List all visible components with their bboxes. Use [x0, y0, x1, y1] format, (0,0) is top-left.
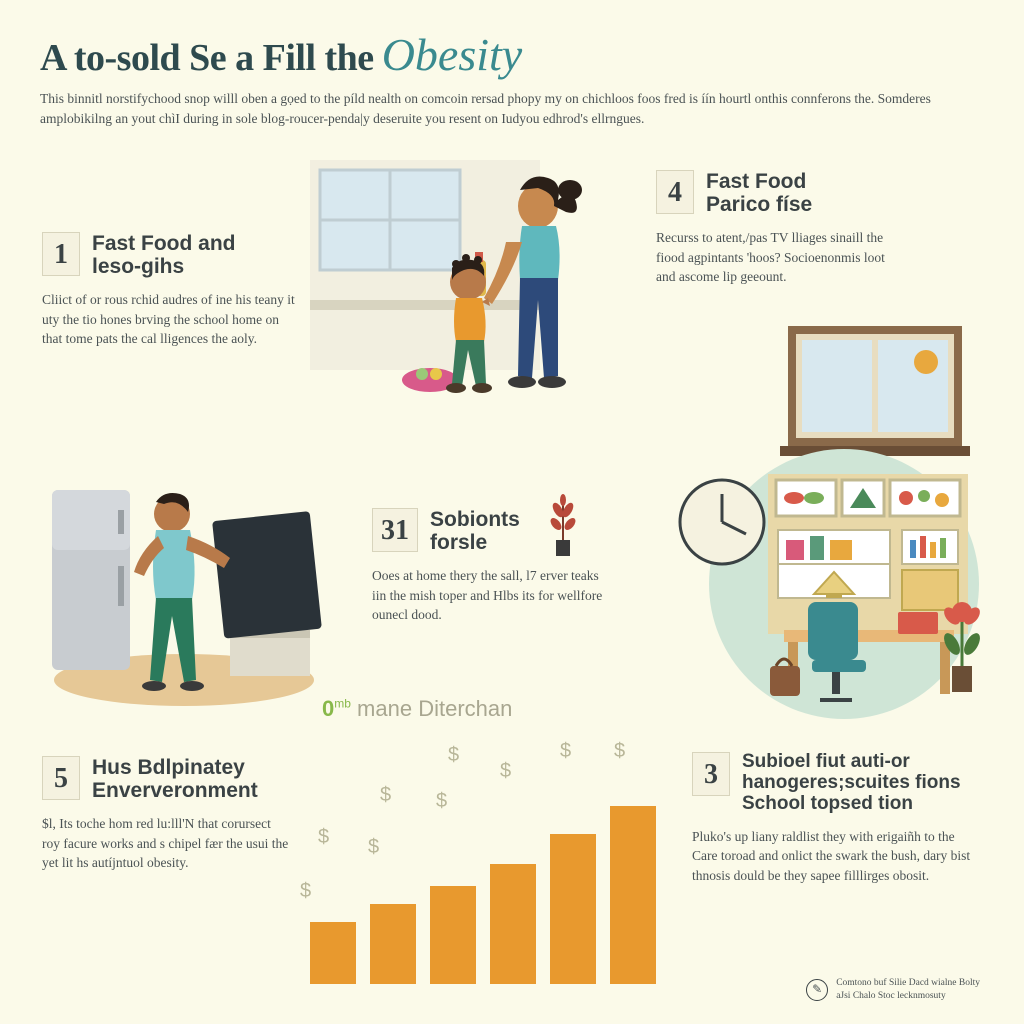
footer-icon: ✎	[806, 979, 828, 1001]
dollar-icon: $	[436, 790, 447, 813]
section-4-body: Recurss to atent,/pas TV lliages sinaill…	[656, 228, 886, 287]
section-1-number: 1	[42, 232, 80, 276]
dollar-icon: $	[500, 760, 511, 783]
title-normal: A to-sold Se a Fill the	[40, 37, 374, 79]
section-3-body: Pluko's up liany raldlist they with erig…	[692, 827, 972, 886]
section-3: 3 Subioel fiut auti-or hanogeres;scuites…	[692, 752, 972, 885]
chart-bar	[490, 864, 536, 984]
section-1: 1 Fast Food and leso-gihs Cliict of or r…	[42, 232, 302, 349]
section-31-body: Ooes at home thery the sall, l7 erver te…	[372, 566, 612, 625]
bar-chart	[310, 806, 656, 984]
chart-bar	[430, 886, 476, 984]
chart-bar	[610, 806, 656, 984]
chart-bar	[310, 922, 356, 984]
window-illustration	[780, 318, 970, 458]
chart-bar	[550, 834, 596, 984]
dollar-icon: $	[300, 880, 311, 903]
section-5-body: $l, Its toche hom red lu:lll'N that coru…	[42, 814, 292, 873]
boy-tv-illustration	[34, 440, 334, 710]
section-1-heading: Fast Food and leso-gihs	[92, 232, 236, 278]
section-4-number: 4	[656, 170, 694, 214]
section-5: 5 Hus Bdlpinatey Enververonment $l, Its …	[42, 756, 292, 873]
section-1-body: Cliict of or rous rchid audres of ine hi…	[42, 290, 302, 349]
section-3-heading: Subioel fiut auti-or hanogeres;scuites f…	[742, 752, 961, 815]
section-5-number: 5	[42, 756, 80, 800]
mother-child-illustration	[300, 150, 620, 430]
section-31-number: 31	[372, 508, 418, 552]
dollar-icon: $	[614, 740, 625, 763]
footer-attribution: ✎ Comtono buf Silie Dacd wialne Bolty aJ…	[806, 977, 980, 1002]
dollar-icon: $	[318, 826, 329, 849]
dollar-icon: $	[380, 784, 391, 807]
dollar-icon: $	[448, 744, 459, 767]
dollar-icon: $	[560, 740, 571, 763]
section-31-heading: Sobionts forsle	[430, 508, 520, 554]
intro-paragraph: This binnitl norstifychood snop willl ob…	[40, 89, 960, 130]
title-script: Obesity	[382, 29, 523, 80]
office-illustration	[664, 444, 984, 724]
section-5-heading: Hus Bdlpinatey Enververonment	[92, 756, 258, 802]
dollar-icon: $	[368, 836, 379, 859]
section-4-heading: Fast Food Parico físe	[706, 170, 812, 216]
chart-title: 0mb mane Diterchan	[322, 696, 512, 722]
section-3-number: 3	[692, 752, 730, 796]
page-title: A to-sold Se a Fill the Obesity	[40, 28, 984, 81]
chart-bar	[370, 904, 416, 984]
section-4: 4 Fast Food Parico físe Recurss to atent…	[656, 170, 886, 287]
plant-icon	[538, 492, 588, 562]
